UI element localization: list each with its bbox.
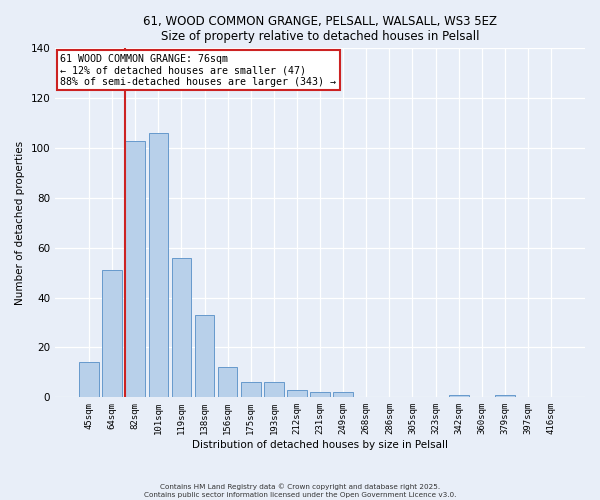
Bar [264,382,284,398]
Text: Contains HM Land Registry data © Crown copyright and database right 2025.
Contai: Contains HM Land Registry data © Crown c… [144,484,456,498]
Bar [310,392,330,398]
Bar [79,362,99,398]
Bar [241,382,260,398]
Bar [334,392,353,398]
Bar [125,140,145,398]
Bar [495,395,515,398]
Bar [103,270,122,398]
Bar [195,315,214,398]
Bar [149,133,168,398]
Bar [449,395,469,398]
Bar [287,390,307,398]
Text: 61 WOOD COMMON GRANGE: 76sqm
← 12% of detached houses are smaller (47)
88% of se: 61 WOOD COMMON GRANGE: 76sqm ← 12% of de… [61,54,337,87]
Y-axis label: Number of detached properties: Number of detached properties [15,141,25,305]
Bar [172,258,191,398]
X-axis label: Distribution of detached houses by size in Pelsall: Distribution of detached houses by size … [192,440,448,450]
Bar [218,368,238,398]
Title: 61, WOOD COMMON GRANGE, PELSALL, WALSALL, WS3 5EZ
Size of property relative to d: 61, WOOD COMMON GRANGE, PELSALL, WALSALL… [143,15,497,43]
